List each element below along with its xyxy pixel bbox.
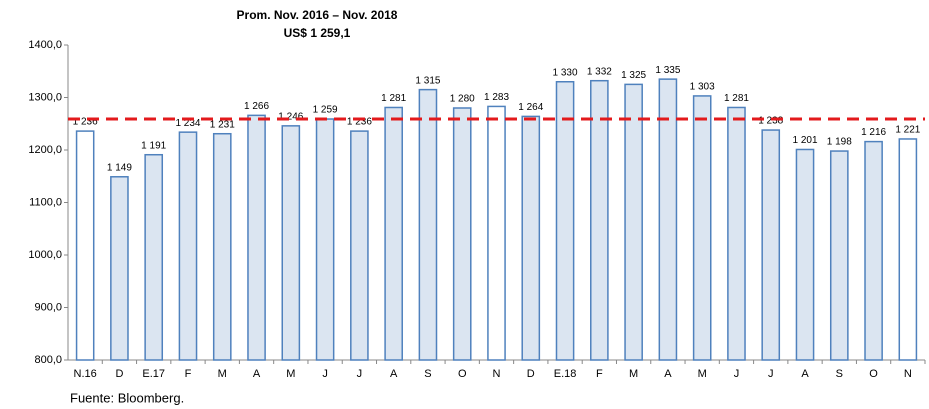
x-tick-label: J <box>734 368 740 380</box>
value-label: 1 281 <box>381 93 406 104</box>
y-tick-label: 800,0 <box>34 354 62 366</box>
value-label: 1 281 <box>724 93 749 104</box>
x-tick-label: J <box>357 368 363 380</box>
bar <box>555 81 575 361</box>
bar <box>178 131 198 361</box>
value-label: 1 236 <box>73 117 98 128</box>
x-tick-label: N <box>493 368 501 380</box>
bar <box>212 132 232 361</box>
value-label: 1 332 <box>587 66 612 77</box>
value-label: 1 280 <box>450 94 475 105</box>
x-tick-label: A <box>801 368 809 380</box>
value-label: 1 198 <box>827 137 852 148</box>
bar <box>315 118 335 361</box>
bar <box>727 106 746 361</box>
bar <box>418 88 438 361</box>
x-tick-label: A <box>664 368 672 380</box>
value-label: 1 259 <box>313 105 338 116</box>
value-label: 1 266 <box>244 101 269 112</box>
x-tick-label: O <box>869 368 878 380</box>
x-tick-label: E.18 <box>554 368 577 380</box>
bar <box>590 79 609 361</box>
x-tick-label: M <box>218 368 227 380</box>
x-tick-label: A <box>390 368 398 380</box>
bar <box>110 176 129 361</box>
bar <box>144 153 164 361</box>
bar <box>898 138 918 361</box>
value-label: 1 303 <box>690 82 715 93</box>
x-tick-label: S <box>424 368 431 380</box>
value-label: 1 216 <box>861 127 886 138</box>
x-tick-label: M <box>698 368 707 380</box>
x-tick-label: N.16 <box>74 368 97 380</box>
reference-label: US$ 1 259,1 <box>284 26 351 40</box>
value-label: 1 335 <box>655 65 680 76</box>
y-tick-label: 1000,0 <box>28 249 62 261</box>
y-tick-label: 900,0 <box>34 301 62 313</box>
bar <box>624 83 643 361</box>
x-tick-label: F <box>596 368 603 380</box>
bar <box>761 129 781 361</box>
x-tick-label: S <box>836 368 843 380</box>
x-tick-label: O <box>458 368 467 380</box>
bar <box>795 148 815 361</box>
x-tick-label: A <box>253 368 261 380</box>
bar <box>692 95 712 361</box>
value-label: 1 315 <box>415 75 440 86</box>
bar <box>384 106 403 361</box>
y-tick-label: 1200,0 <box>28 144 62 156</box>
value-label: 1 236 <box>347 117 372 128</box>
bar <box>452 107 472 361</box>
value-label: 1 201 <box>793 135 818 146</box>
value-label: 1 283 <box>484 92 509 103</box>
y-tick-label: 1100,0 <box>29 196 62 208</box>
x-tick-label: M <box>629 368 638 380</box>
value-label: 1 149 <box>107 162 132 173</box>
x-tick-label: E.17 <box>142 368 165 380</box>
x-tick-label: J <box>768 368 774 380</box>
value-label: 1 264 <box>518 102 543 113</box>
x-tick-label: D <box>115 368 123 380</box>
value-label: 1 238 <box>758 116 783 127</box>
bar <box>75 130 95 361</box>
reference-title: Prom. Nov. 2016 – Nov. 2018 <box>237 8 398 22</box>
bar <box>829 150 849 361</box>
bar <box>864 140 883 361</box>
x-tick-label: D <box>527 368 535 380</box>
value-label: 1 221 <box>895 125 920 136</box>
bar <box>658 78 678 361</box>
value-label: 1 231 <box>210 119 235 130</box>
x-tick-label: M <box>286 368 295 380</box>
x-tick-label: F <box>185 368 192 380</box>
y-tick-label: 1300,0 <box>28 91 62 103</box>
value-label: 1 246 <box>278 111 303 122</box>
x-tick-label: J <box>322 368 328 380</box>
value-label: 1 325 <box>621 70 646 81</box>
bar <box>521 115 541 361</box>
value-label: 1 234 <box>175 118 200 129</box>
bar <box>350 130 369 361</box>
bar <box>247 114 266 361</box>
x-tick-label: N <box>904 368 912 380</box>
source: Fuente: Bloomberg. <box>70 390 184 405</box>
value-label: 1 330 <box>553 67 578 78</box>
y-tick-label: 1400,0 <box>28 39 62 51</box>
bar <box>487 105 506 361</box>
bar <box>281 125 301 361</box>
value-label: 1 191 <box>141 140 166 151</box>
